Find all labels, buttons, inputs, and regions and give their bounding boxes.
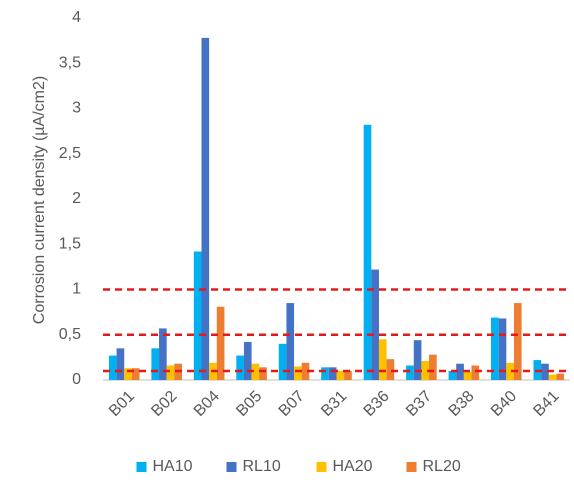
x-tick-label: B36 — [361, 388, 393, 420]
bar — [556, 373, 565, 380]
bar — [124, 368, 132, 380]
y-tick-label: 1 — [72, 281, 81, 298]
bar — [301, 362, 310, 380]
bar — [236, 355, 244, 380]
bar — [363, 124, 372, 380]
x-tick-label: B31 — [318, 388, 350, 420]
legend-label: HA10 — [153, 458, 193, 475]
bar — [456, 363, 464, 380]
x-tick-label: B38 — [446, 388, 478, 420]
bar — [328, 367, 337, 380]
legend-label: RL20 — [423, 458, 461, 475]
bar — [491, 317, 499, 380]
bar — [216, 306, 225, 380]
x-tick-label: B40 — [488, 388, 520, 420]
x-tick-label: B01 — [106, 388, 138, 420]
bar — [429, 354, 437, 380]
y-tick-label: 4 — [72, 9, 81, 26]
bar — [294, 366, 302, 380]
bar — [378, 339, 387, 380]
bar — [421, 360, 430, 380]
bar — [344, 370, 352, 380]
x-tick-label: B07 — [276, 388, 308, 420]
y-tick-label: 1,5 — [59, 235, 81, 252]
y-axis-label: Corrosion current density (µA/cm2) — [31, 76, 48, 324]
bar — [286, 303, 295, 380]
bar — [336, 370, 345, 380]
y-tick-label: 0,5 — [59, 326, 81, 343]
bar — [498, 318, 507, 380]
y-tick-label: 0 — [72, 371, 81, 388]
legend-swatch — [136, 462, 147, 472]
legend-label: HA20 — [333, 458, 373, 475]
legend-swatch — [406, 462, 417, 472]
bar — [471, 365, 480, 380]
bar — [448, 370, 457, 380]
x-tick-label: B41 — [530, 388, 562, 420]
bar — [131, 368, 140, 380]
y-tick-label: 3,5 — [59, 54, 81, 71]
bar — [506, 362, 514, 380]
y-tick-label: 2,5 — [59, 145, 81, 162]
bar — [159, 328, 167, 380]
legend-swatch — [316, 462, 327, 472]
bar — [251, 363, 260, 380]
bar — [201, 37, 210, 380]
bar — [463, 371, 472, 380]
bar — [406, 365, 414, 380]
x-tick-label: B37 — [403, 388, 435, 420]
bar — [259, 367, 267, 380]
bar — [548, 374, 557, 380]
y-tick-label: 2 — [72, 190, 81, 207]
legend-swatch — [226, 462, 237, 472]
y-tick-label: 3 — [72, 100, 81, 117]
bar — [108, 355, 117, 380]
bar — [386, 359, 395, 380]
x-tick-label: B05 — [233, 388, 265, 420]
x-tick-label: B02 — [148, 388, 180, 420]
bar — [413, 340, 422, 380]
bar — [371, 269, 379, 380]
bar — [321, 367, 329, 380]
bar — [151, 348, 160, 380]
bar — [541, 363, 549, 380]
bar — [166, 365, 175, 380]
legend-label: RL10 — [243, 458, 281, 475]
bar — [513, 303, 522, 380]
bar — [116, 348, 125, 380]
x-tick-label: B04 — [191, 388, 223, 420]
bar — [193, 251, 202, 380]
bar — [243, 341, 252, 380]
bar — [278, 343, 287, 380]
